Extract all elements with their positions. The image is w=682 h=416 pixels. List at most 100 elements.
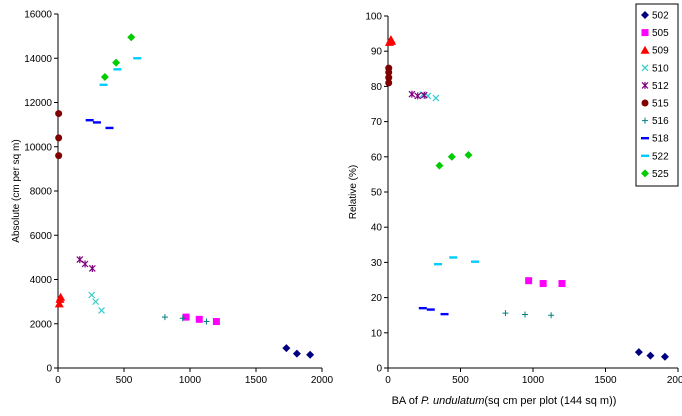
y-axis-label: Absolute (cm per sq m) <box>11 139 22 242</box>
data-point-510 <box>88 291 96 299</box>
data-point-512 <box>88 264 96 272</box>
x-tick-label: 1500 <box>594 375 617 386</box>
data-point-522 <box>471 260 479 263</box>
data-point-509 <box>56 292 66 301</box>
x-axis-label-suffix: (sq cm per plot (144 sq m)) <box>484 395 616 407</box>
data-point-515 <box>385 79 393 87</box>
data-point-525 <box>447 152 456 161</box>
data-point-509 <box>387 36 397 45</box>
series-502 <box>634 348 669 361</box>
series-512 <box>76 256 96 272</box>
legend-item-512: 512 <box>641 81 669 92</box>
x-tick-label: 2000 <box>667 375 682 386</box>
legend-item-525: 525 <box>641 169 669 180</box>
legend-label-512: 512 <box>652 81 669 92</box>
data-point-516 <box>502 310 509 317</box>
x-axis-label-species: P. undulatum <box>421 395 484 407</box>
y-tick-label: 10 <box>371 328 383 339</box>
series-525 <box>435 151 473 170</box>
data-point-502 <box>292 349 301 358</box>
x-tick-label: 2000 <box>311 375 334 386</box>
series-522 <box>434 256 479 266</box>
legend-item-516: 516 <box>642 116 669 127</box>
legend-label-515: 515 <box>652 99 669 110</box>
x-axis-label-prefix: BA of <box>392 395 421 407</box>
series-516 <box>161 314 210 325</box>
relative-chart: 01020304050607080901000500100015002000Re… <box>348 12 682 387</box>
data-point-516 <box>548 312 555 319</box>
legend-label-516: 516 <box>652 116 669 127</box>
y-tick-label: 14000 <box>24 54 52 65</box>
data-point-516 <box>522 311 529 318</box>
data-point-510 <box>98 307 105 314</box>
y-tick-label: 16000 <box>24 10 52 21</box>
data-point-512 <box>420 91 428 99</box>
data-point-518 <box>105 126 114 130</box>
data-point-518 <box>85 119 94 122</box>
legend-marker-518 <box>641 137 649 140</box>
legend-marker-525 <box>641 169 649 178</box>
series-509 <box>54 292 66 308</box>
y-tick-label: 0 <box>376 364 382 375</box>
y-tick-label: 80 <box>371 82 383 93</box>
series-516 <box>502 310 555 319</box>
legend-marker-512 <box>641 81 649 89</box>
y-tick-label: 60 <box>371 152 383 163</box>
data-point-512 <box>408 90 416 98</box>
data-point-515 <box>55 134 63 142</box>
x-tick-label: 500 <box>116 375 133 386</box>
legend-item-502: 502 <box>641 11 669 22</box>
series-515 <box>385 64 393 87</box>
legend-label-509: 509 <box>652 46 669 57</box>
data-point-516 <box>161 314 168 321</box>
data-point-509 <box>54 299 64 308</box>
legend-marker-516 <box>642 117 648 124</box>
data-point-502 <box>282 344 291 353</box>
y-tick-label: 30 <box>371 258 383 269</box>
data-point-522 <box>113 68 122 71</box>
data-point-525 <box>112 58 121 67</box>
series-515 <box>55 110 63 160</box>
y-tick-label: 100 <box>365 12 382 23</box>
x-tick-label: 1000 <box>522 375 545 386</box>
series-509 <box>384 35 397 46</box>
data-point-515 <box>55 110 63 118</box>
y-tick-label: 8000 <box>30 187 53 198</box>
y-tick-label: 40 <box>371 223 383 234</box>
data-point-505 <box>558 280 566 288</box>
data-point-515 <box>55 152 63 160</box>
series-505 <box>525 277 566 288</box>
legend-item-505: 505 <box>641 28 669 39</box>
data-point-510 <box>432 94 440 102</box>
legend-item-518: 518 <box>641 134 669 145</box>
legend-marker-502 <box>641 11 649 19</box>
x-tick-label: 500 <box>452 375 469 386</box>
y-tick-label: 10000 <box>24 142 52 153</box>
data-point-525 <box>464 151 473 160</box>
legend-label-522: 522 <box>652 151 669 162</box>
legend-label-505: 505 <box>652 28 669 39</box>
y-tick-label: 12000 <box>24 98 52 109</box>
x-tick-label: 0 <box>385 375 391 386</box>
legend-item-522: 522 <box>641 151 669 162</box>
data-point-518 <box>418 306 427 310</box>
x-tick-label: 0 <box>55 375 61 386</box>
data-point-502 <box>634 348 643 357</box>
series-525 <box>100 33 136 82</box>
data-point-516 <box>203 318 210 325</box>
y-tick-label: 70 <box>371 117 383 128</box>
data-point-525 <box>100 73 109 82</box>
y-tick-label: 4000 <box>30 275 53 286</box>
legend-item-509: 509 <box>640 45 669 57</box>
x-axis-label: BA of P. undulatum(sq cm per plot (144 s… <box>392 395 617 407</box>
data-point-505 <box>182 313 190 321</box>
data-point-505 <box>539 280 547 288</box>
y-tick-label: 0 <box>46 364 52 375</box>
data-point-522 <box>133 57 142 60</box>
legend: 502 505 509 510 512 515 516 518 522 525 <box>635 3 679 187</box>
data-point-522 <box>434 262 443 266</box>
y-axis-label: Relative (%) <box>348 165 359 219</box>
series-505 <box>182 313 220 326</box>
data-point-525 <box>435 161 444 170</box>
